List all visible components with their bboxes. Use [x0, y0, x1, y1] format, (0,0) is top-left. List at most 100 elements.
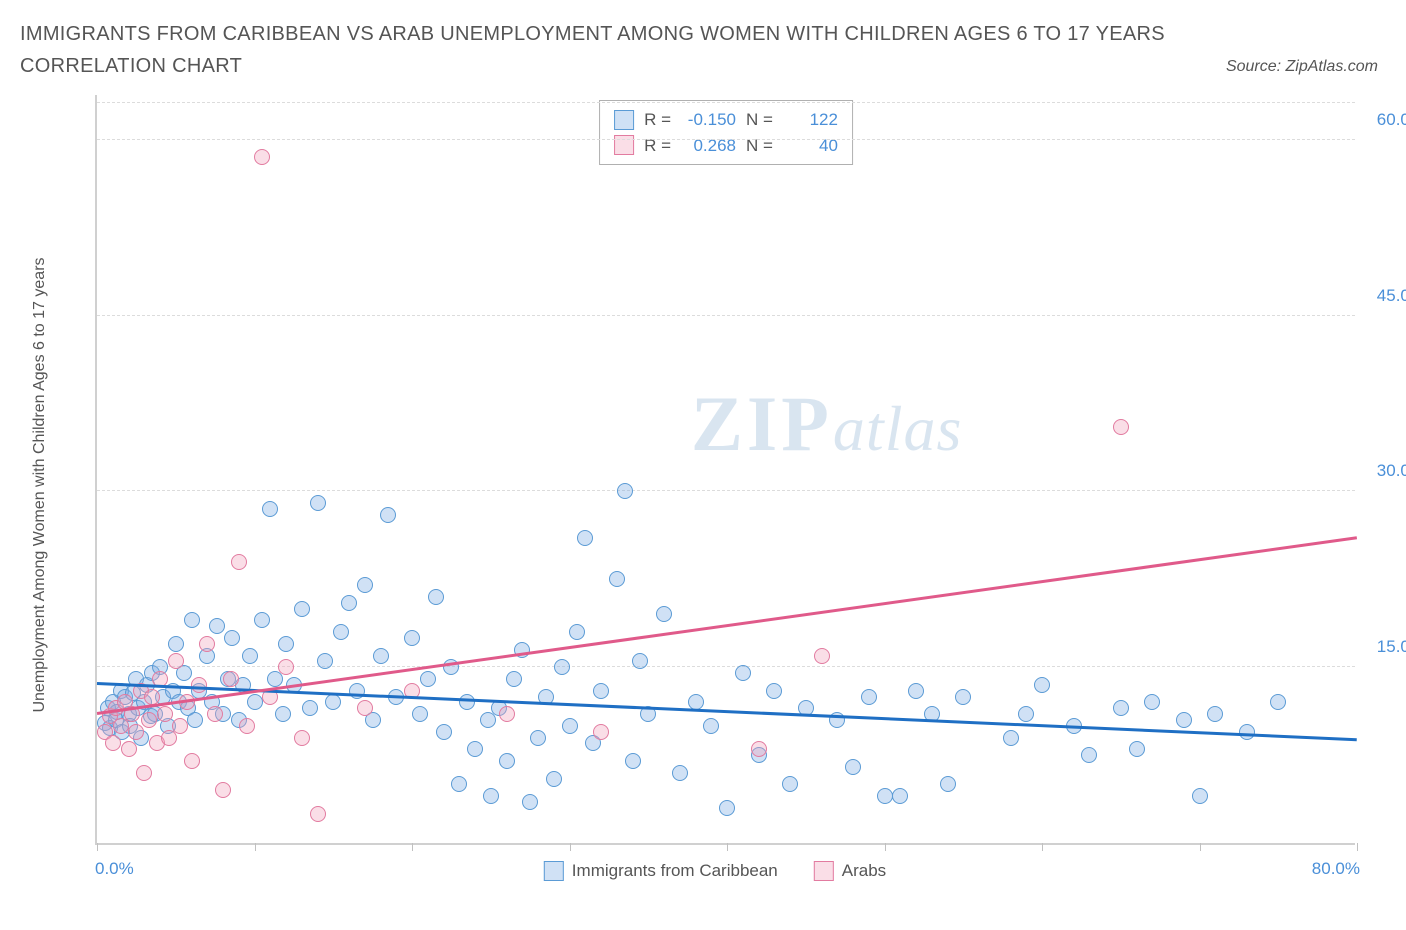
point-caribbean — [955, 689, 971, 705]
point-arabs — [593, 724, 609, 740]
point-caribbean — [1207, 706, 1223, 722]
point-arabs — [223, 671, 239, 687]
point-caribbean — [672, 765, 688, 781]
point-caribbean — [254, 612, 270, 628]
point-caribbean — [294, 601, 310, 617]
point-caribbean — [412, 706, 428, 722]
point-caribbean — [609, 571, 625, 587]
x-tick — [570, 843, 571, 851]
point-caribbean — [1034, 677, 1050, 693]
point-arabs — [121, 741, 137, 757]
x-tick — [1357, 843, 1358, 851]
point-arabs — [136, 765, 152, 781]
point-caribbean — [782, 776, 798, 792]
point-caribbean — [766, 683, 782, 699]
y-axis-label: Unemployment Among Women with Children A… — [31, 257, 49, 712]
point-arabs — [231, 554, 247, 570]
point-caribbean — [209, 618, 225, 634]
point-caribbean — [940, 776, 956, 792]
point-caribbean — [892, 788, 908, 804]
y-tick-label: 45.0% — [1365, 286, 1406, 306]
point-arabs — [207, 706, 223, 722]
point-arabs — [168, 653, 184, 669]
point-caribbean — [577, 530, 593, 546]
point-caribbean — [499, 753, 515, 769]
point-caribbean — [1081, 747, 1097, 763]
point-caribbean — [546, 771, 562, 787]
r-value-caribbean: -0.150 — [681, 107, 736, 133]
source-attribution: Source: ZipAtlas.com — [1226, 58, 1378, 76]
point-caribbean — [278, 636, 294, 652]
point-caribbean — [562, 718, 578, 734]
point-caribbean — [373, 648, 389, 664]
point-arabs — [310, 806, 326, 822]
legend-item-caribbean: Immigrants from Caribbean — [544, 861, 778, 881]
point-arabs — [357, 700, 373, 716]
n-value-caribbean: 122 — [783, 107, 838, 133]
r-value-arabs: 0.268 — [681, 133, 736, 159]
point-arabs — [1113, 419, 1129, 435]
point-caribbean — [275, 706, 291, 722]
point-caribbean — [522, 794, 538, 810]
point-caribbean — [184, 612, 200, 628]
point-caribbean — [632, 653, 648, 669]
x-axis-max-label: 80.0% — [1312, 859, 1360, 879]
trendline-arabs — [97, 536, 1357, 714]
point-caribbean — [1144, 694, 1160, 710]
chart-area: Unemployment Among Women with Children A… — [50, 95, 1380, 875]
point-caribbean — [530, 730, 546, 746]
point-caribbean — [483, 788, 499, 804]
watermark-zip: ZIP — [691, 380, 833, 467]
point-caribbean — [845, 759, 861, 775]
point-caribbean — [436, 724, 452, 740]
point-caribbean — [404, 630, 420, 646]
x-tick — [412, 843, 413, 851]
chart-title: IMMIGRANTS FROM CARIBBEAN VS ARAB UNEMPL… — [20, 18, 1256, 82]
point-arabs — [128, 724, 144, 740]
point-caribbean — [703, 718, 719, 734]
point-caribbean — [451, 776, 467, 792]
point-caribbean — [325, 694, 341, 710]
point-caribbean — [719, 800, 735, 816]
point-caribbean — [1176, 712, 1192, 728]
r-label: R = — [644, 107, 671, 133]
n-value-arabs: 40 — [783, 133, 838, 159]
gridline — [97, 102, 1355, 103]
point-caribbean — [357, 577, 373, 593]
x-tick — [885, 843, 886, 851]
point-arabs — [278, 659, 294, 675]
watermark-atlas: atlas — [833, 393, 962, 464]
point-caribbean — [262, 501, 278, 517]
r-label: R = — [644, 133, 671, 159]
point-caribbean — [317, 653, 333, 669]
x-tick — [1042, 843, 1043, 851]
x-tick — [1200, 843, 1201, 851]
point-caribbean — [1192, 788, 1208, 804]
point-caribbean — [735, 665, 751, 681]
point-caribbean — [224, 630, 240, 646]
point-arabs — [294, 730, 310, 746]
x-tick — [97, 843, 98, 851]
x-tick — [727, 843, 728, 851]
point-caribbean — [168, 636, 184, 652]
point-arabs — [254, 149, 270, 165]
point-caribbean — [247, 694, 263, 710]
point-arabs — [191, 677, 207, 693]
plot-region: ZIPatlas R = -0.150 N = 122 R = 0.268 N … — [95, 95, 1355, 845]
point-caribbean — [380, 507, 396, 523]
y-tick-label: 15.0% — [1365, 637, 1406, 657]
stats-row-arabs: R = 0.268 N = 40 — [614, 133, 838, 159]
point-caribbean — [506, 671, 522, 687]
point-caribbean — [861, 689, 877, 705]
point-arabs — [184, 753, 200, 769]
point-arabs — [105, 735, 121, 751]
n-label: N = — [746, 107, 773, 133]
point-caribbean — [593, 683, 609, 699]
gridline — [97, 315, 1355, 316]
point-arabs — [157, 706, 173, 722]
gridline — [97, 139, 1355, 140]
point-caribbean — [428, 589, 444, 605]
y-tick-label: 60.0% — [1365, 110, 1406, 130]
point-arabs — [499, 706, 515, 722]
point-caribbean — [333, 624, 349, 640]
